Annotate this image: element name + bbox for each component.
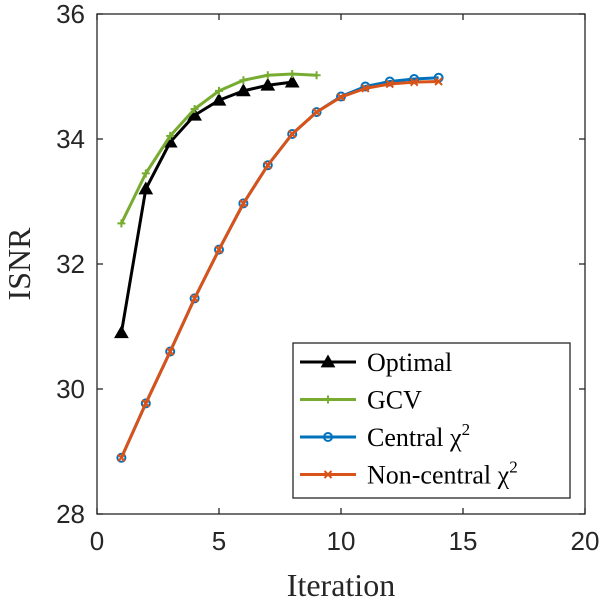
data-point bbox=[284, 74, 300, 88]
legend-entry-2: Central χ2 bbox=[300, 420, 470, 452]
legend-marker bbox=[323, 432, 333, 442]
data-point bbox=[117, 453, 126, 462]
legend-entry-0: Optimal bbox=[300, 348, 452, 377]
data-point bbox=[166, 131, 175, 140]
y-tick-label: 36 bbox=[56, 0, 85, 29]
data-point bbox=[140, 398, 151, 409]
data-point bbox=[214, 244, 224, 255]
data-point bbox=[214, 245, 224, 254]
legend-label: Non-central χ2 bbox=[367, 458, 518, 490]
data-point bbox=[190, 294, 199, 303]
y-tick-label: 30 bbox=[56, 374, 85, 404]
legend-superscript: 2 bbox=[509, 458, 518, 477]
data-point bbox=[336, 92, 346, 102]
data-point bbox=[312, 71, 321, 80]
y-axis-label: ISNR bbox=[1, 227, 37, 301]
data-point bbox=[409, 77, 419, 87]
y-tick-label: 28 bbox=[56, 499, 85, 529]
data-point bbox=[190, 105, 199, 113]
data-point bbox=[215, 86, 223, 95]
data-point bbox=[312, 107, 321, 117]
data-point bbox=[262, 160, 273, 171]
legend-marker bbox=[324, 395, 332, 404]
data-point bbox=[311, 107, 322, 118]
x-axis-label: Iteration bbox=[287, 567, 395, 603]
data-point bbox=[138, 181, 154, 195]
legend-label: Optimal bbox=[367, 348, 452, 377]
data-point bbox=[288, 70, 297, 78]
legend-label: GCV bbox=[367, 386, 422, 415]
y-tick-label: 32 bbox=[56, 249, 85, 279]
data-point bbox=[239, 199, 248, 208]
legend-entry-3: Non-central χ2 bbox=[300, 458, 518, 490]
series-1 bbox=[117, 70, 321, 228]
data-point bbox=[114, 325, 129, 339]
series-3 bbox=[117, 77, 443, 462]
data-point bbox=[434, 77, 443, 86]
data-point bbox=[287, 129, 297, 139]
legend-marker bbox=[323, 470, 333, 479]
legend: Optimal GCV Central χ2 Non-central χ2 bbox=[292, 342, 571, 499]
x-tick-label: 10 bbox=[327, 526, 356, 556]
data-point bbox=[361, 84, 370, 93]
x-tick-label: 0 bbox=[90, 526, 104, 556]
data-point bbox=[263, 161, 273, 170]
data-point bbox=[165, 346, 176, 357]
data-point bbox=[260, 77, 276, 91]
data-point bbox=[116, 452, 127, 463]
x-tick-label: 5 bbox=[212, 526, 226, 556]
data-point bbox=[287, 129, 298, 139]
legend-marker bbox=[320, 354, 336, 368]
data-point bbox=[211, 92, 227, 106]
data-point bbox=[141, 399, 151, 408]
y-tick-label: 34 bbox=[56, 124, 85, 154]
series-layer bbox=[114, 70, 444, 463]
data-point bbox=[238, 198, 249, 209]
legend-label: Central χ2 bbox=[367, 420, 470, 452]
data-point bbox=[263, 71, 272, 80]
data-point bbox=[236, 83, 251, 97]
data-point bbox=[239, 76, 248, 85]
x-tick-label: 15 bbox=[449, 526, 478, 556]
axes-layer: 0 5 10 15 20 28 30 32 34 36 bbox=[56, 0, 599, 556]
data-point bbox=[385, 79, 395, 89]
x-tick-label: 20 bbox=[571, 526, 600, 556]
data-point bbox=[117, 219, 126, 228]
legend-entry-1: GCV bbox=[300, 386, 422, 415]
data-point bbox=[165, 347, 175, 356]
legend-superscript: 2 bbox=[462, 420, 471, 439]
series-line-3 bbox=[120, 80, 439, 459]
data-point bbox=[189, 293, 200, 304]
data-point bbox=[141, 169, 150, 178]
legend-box bbox=[292, 342, 571, 499]
